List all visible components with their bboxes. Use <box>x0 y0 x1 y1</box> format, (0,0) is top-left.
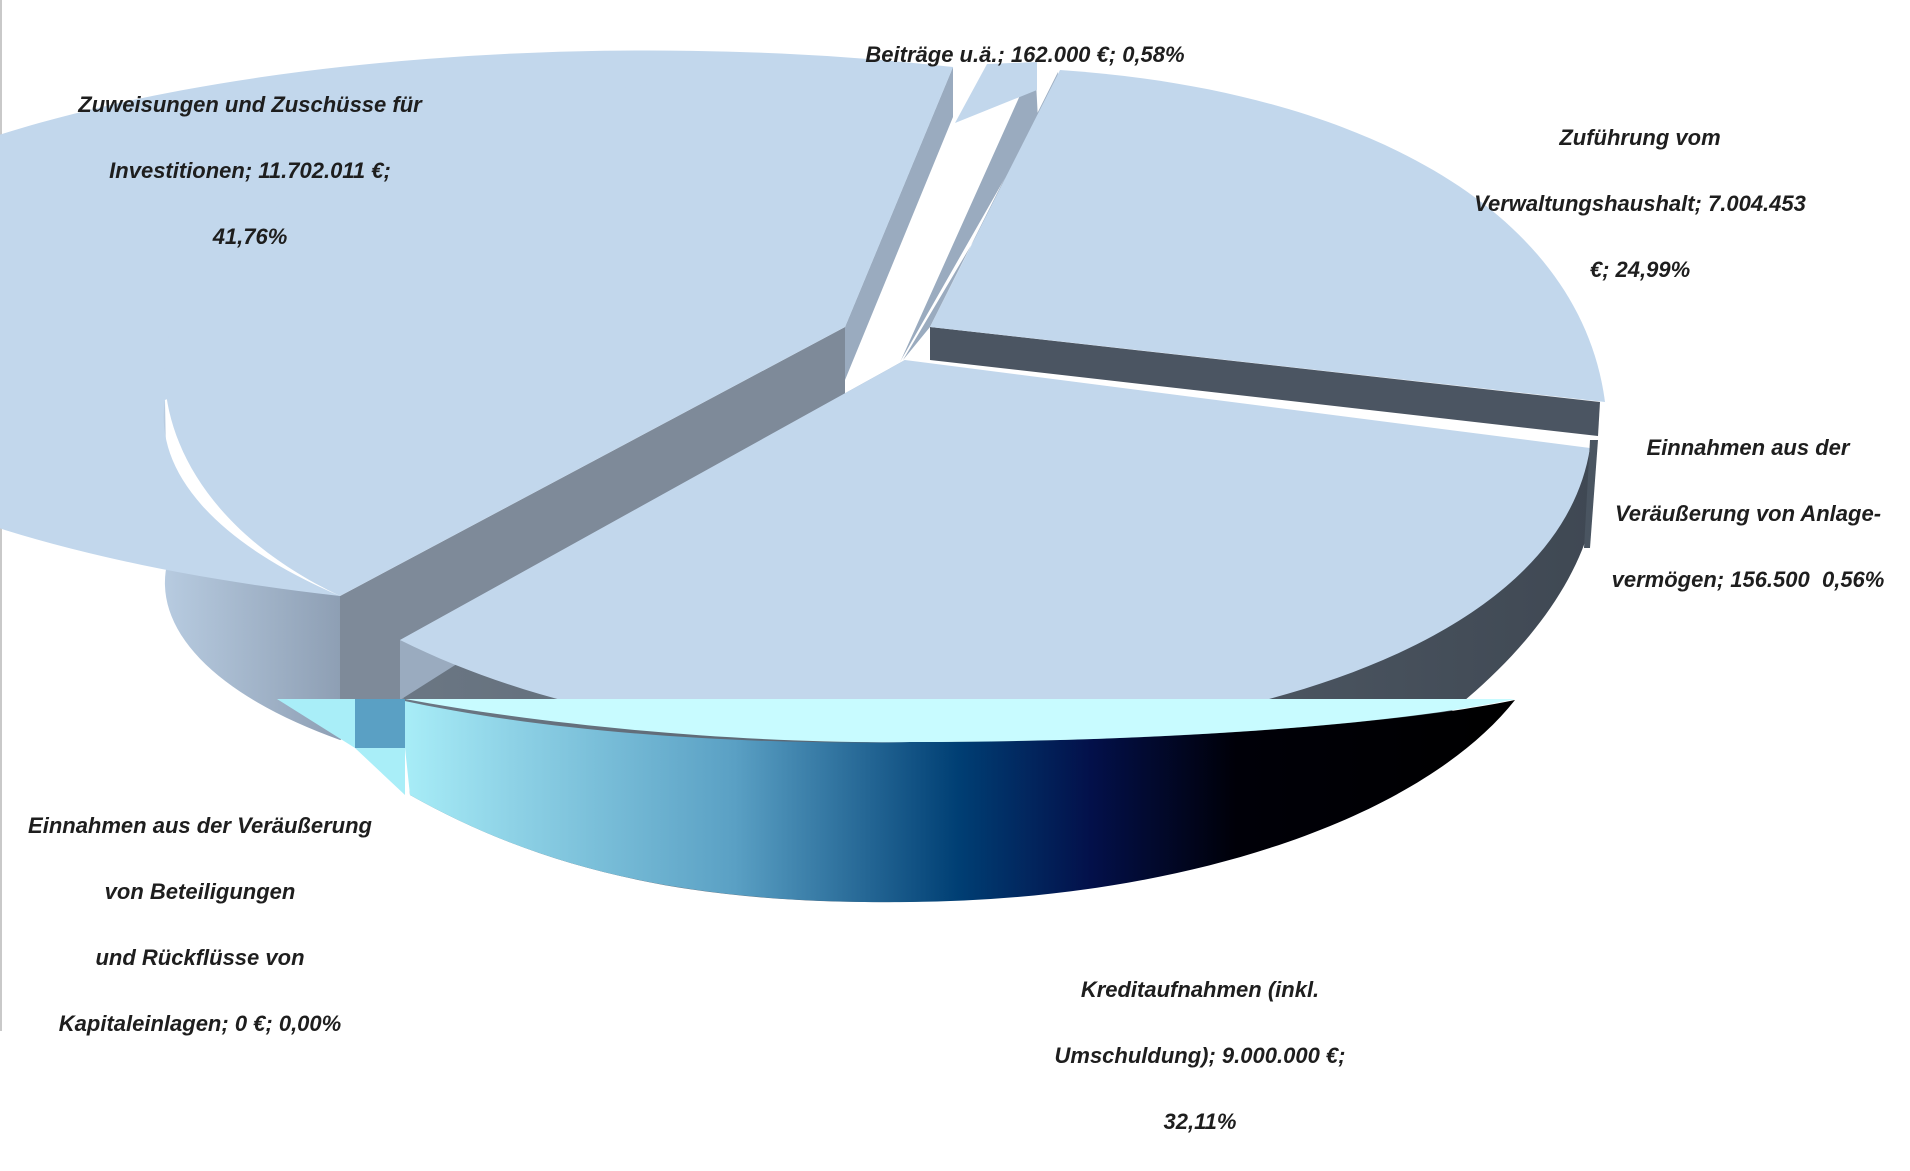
slice-kredit-side-band <box>400 700 1515 903</box>
slice-beitraege <box>900 62 1038 362</box>
slice-zufuehrung <box>903 70 1605 436</box>
slice-anlagevermoegen-side <box>1584 440 1598 548</box>
pie-plot-area <box>0 50 1605 903</box>
slice-zufuehrung-top <box>930 70 1605 402</box>
slice-zufuehrung-cut-face <box>930 327 1600 436</box>
slice-beitraege-cut-face <box>900 62 1038 362</box>
label-zuweisungen: Zuweisungen und Zuschüsse für Investitio… <box>78 92 422 249</box>
slice-zuweisungen-top-fill <box>164 66 954 596</box>
label-anlagevermoegen: Einnahmen aus der Veräußerung von Anlage… <box>1611 435 1885 592</box>
slice-zuweisungen-cut-face-back <box>845 67 953 380</box>
highlight-band-top <box>405 699 1515 743</box>
slice-beteiligungen-cut <box>355 699 405 748</box>
label-zufuehrung: Zuführung vom Verwaltungshaushalt; 7.004… <box>1474 125 1806 282</box>
slice-anlagevermoegen <box>1584 440 1598 548</box>
label-beteiligungen: Einnahmen aus der Veräußerung von Beteil… <box>28 813 372 1036</box>
slice-kredit <box>400 360 1592 903</box>
slice-beitraege-top <box>955 62 1037 123</box>
label-kredit: Kreditaufnahmen (inkl. Umschuldung); 9.0… <box>1054 977 1346 1134</box>
slice-beteiligungen <box>277 699 1515 795</box>
label-beitraege: Beiträge u.ä.; 162.000 €; 0,58% <box>865 42 1185 67</box>
slice-kredit-top <box>400 360 1590 743</box>
pie-chart: Zuweisungen und Zuschüsse für Investitio… <box>0 0 1885 1134</box>
